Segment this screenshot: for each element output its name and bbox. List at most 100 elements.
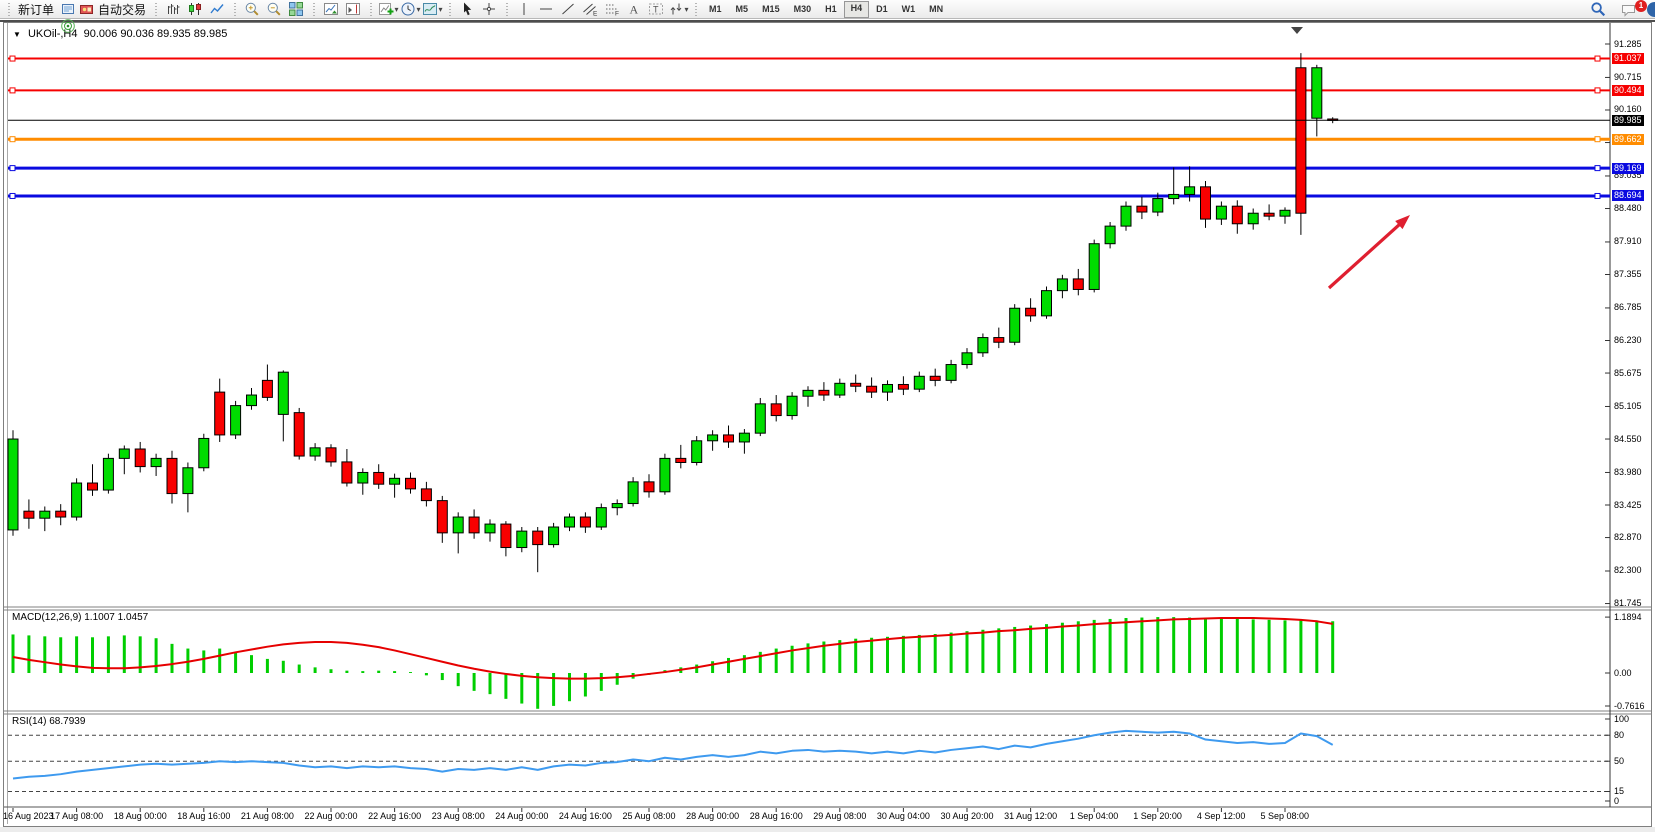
dropdown-caret-icon[interactable]: ▾ xyxy=(438,4,443,14)
svg-text:T: T xyxy=(653,5,659,15)
timeframe-button-M5[interactable]: M5 xyxy=(735,3,749,14)
candle-body xyxy=(1231,205,1243,225)
search-button[interactable] xyxy=(1587,1,1609,18)
toolbar-separator xyxy=(234,2,237,16)
symbol-dropdown-icon[interactable]: ▼ xyxy=(13,30,21,39)
candle-body xyxy=(71,482,83,518)
new-order-button[interactable]: 新订单 xyxy=(15,1,57,18)
chat-button[interactable] xyxy=(1617,1,1639,18)
candle-body xyxy=(87,482,98,491)
trendline-button[interactable] xyxy=(557,1,579,18)
candle-body xyxy=(118,448,130,459)
toolbar-separator xyxy=(313,2,316,16)
toolbar: 新订单 自动交易 ▾ ▾ ▾ E F A T ▾ M1 M5 M15 M30 H1 H4 D1 W1 MN 1 xyxy=(0,0,1655,33)
templates-button[interactable]: ▾ xyxy=(421,1,443,18)
level-line-handle xyxy=(1594,87,1601,94)
candle-body xyxy=(1215,205,1227,220)
notification-badge[interactable]: 1 xyxy=(1635,0,1647,12)
price-axis-tick-label: 90.715 xyxy=(1614,71,1642,82)
chart-shift-button[interactable] xyxy=(342,1,364,18)
price-axis-tick-label: 86.230 xyxy=(1614,334,1642,345)
annotation-arrow[interactable] xyxy=(1327,221,1403,290)
level-price-label[interactable]: 90.494 xyxy=(1612,84,1644,96)
timeframe-button-H4[interactable]: H4 xyxy=(843,0,870,18)
bar-chart-icon xyxy=(168,4,180,14)
candle-body xyxy=(548,526,560,546)
line-chart-icon xyxy=(210,4,224,14)
candle-body xyxy=(850,382,862,387)
date-axis-label: 30 Aug 20:00 xyxy=(940,811,994,821)
timeframe-button-M30[interactable]: M30 xyxy=(793,3,812,14)
date-axis-label: 24 Aug 00:00 xyxy=(495,811,549,821)
timeframe-button-M1[interactable]: M1 xyxy=(709,3,722,14)
candle-body xyxy=(913,375,925,390)
timeframe-button-W1[interactable]: W1 xyxy=(901,3,916,14)
auto-scroll-button[interactable] xyxy=(320,1,342,18)
date-axis-label: 31 Aug 12:00 xyxy=(1004,811,1058,821)
horizontal-line-icon xyxy=(540,8,553,10)
candle-body xyxy=(643,481,655,493)
date-axis-label: 4 Sep 12:00 xyxy=(1196,811,1246,821)
vertical-line-button[interactable] xyxy=(513,1,535,18)
candle-body xyxy=(500,523,512,549)
toolbar-drag-handle[interactable] xyxy=(8,2,10,16)
level-line-handle xyxy=(1594,165,1601,172)
market-watch-button[interactable] xyxy=(57,1,79,18)
timeframe-button-D1[interactable]: D1 xyxy=(876,3,888,14)
price-axis-tick-label: 89.035 xyxy=(1614,170,1642,181)
trendline-icon xyxy=(562,3,574,15)
horizontal-line-button[interactable] xyxy=(535,1,557,18)
price-axis-tick-label: 87.355 xyxy=(1614,269,1642,279)
level-line-handle xyxy=(9,192,16,199)
line-chart-button[interactable] xyxy=(206,1,228,18)
dropdown-caret-icon[interactable]: ▾ xyxy=(416,4,421,14)
zoom-in-button[interactable] xyxy=(241,1,263,18)
text-label-button[interactable]: T xyxy=(645,1,667,18)
date-axis-label: 30 Aug 04:00 xyxy=(876,811,930,821)
price-axis-tick-label: 88.480 xyxy=(1614,203,1642,214)
chart-symbol-header[interactable]: ▼ UKOil-,H4 90.006 90.036 89.935 89.985 xyxy=(13,28,227,40)
fibonacci-button[interactable]: F xyxy=(601,1,623,18)
tile-windows-button[interactable] xyxy=(285,1,307,18)
candle-body xyxy=(1168,193,1180,200)
candle-body xyxy=(1295,67,1307,214)
bar-chart-button[interactable] xyxy=(162,1,184,18)
candle-body xyxy=(1009,307,1021,343)
zoom-out-button[interactable] xyxy=(263,1,285,18)
candle-body xyxy=(134,448,146,468)
price-axis-tick-label: 82.300 xyxy=(1614,565,1642,576)
level-price-label[interactable]: 89.662 xyxy=(1612,133,1644,145)
dropdown-caret-icon[interactable]: ▾ xyxy=(394,4,399,14)
level-price-label[interactable]: 88.694 xyxy=(1612,190,1644,202)
timeframe-button-H1[interactable]: H1 xyxy=(825,3,837,14)
level-price-label[interactable]: 89.169 xyxy=(1612,162,1644,174)
periods-button[interactable]: ▾ xyxy=(399,1,421,18)
channel-button[interactable]: E xyxy=(579,1,601,18)
candle-body xyxy=(39,510,51,519)
candlestick-chart-button[interactable] xyxy=(184,1,206,18)
dropdown-caret-icon[interactable]: ▾ xyxy=(684,4,689,14)
crosshair-button[interactable] xyxy=(478,1,500,18)
auto-trading-label: 自动交易 xyxy=(98,2,147,17)
date-axis-label: 23 Aug 08:00 xyxy=(431,811,485,821)
timeframe-button-MN[interactable]: MN xyxy=(929,3,944,14)
arrows-button[interactable]: ▾ xyxy=(667,1,689,18)
level-price-label[interactable]: 91.037 xyxy=(1612,53,1644,65)
price-axis-tick-label: 90.160 xyxy=(1614,104,1642,115)
macd-axis-label: -0.7616 xyxy=(1614,700,1645,711)
candle-body xyxy=(102,457,114,491)
text-button[interactable]: A xyxy=(623,1,645,18)
candle-body xyxy=(723,434,734,443)
candle-body xyxy=(246,394,257,407)
timeframe-button-M15[interactable]: M15 xyxy=(762,3,780,14)
window-top-edge xyxy=(0,20,1655,22)
window-bottom-edge xyxy=(0,827,1655,832)
navigator-button[interactable] xyxy=(57,18,79,35)
candle-body xyxy=(691,440,703,463)
candle-body xyxy=(1072,278,1084,290)
date-axis-label: 17 Aug 08:00 xyxy=(50,811,104,821)
cursor-button[interactable] xyxy=(456,1,478,18)
auto-trading-button[interactable]: 自动交易 xyxy=(79,1,149,18)
indicators-button[interactable]: ▾ xyxy=(377,1,399,18)
